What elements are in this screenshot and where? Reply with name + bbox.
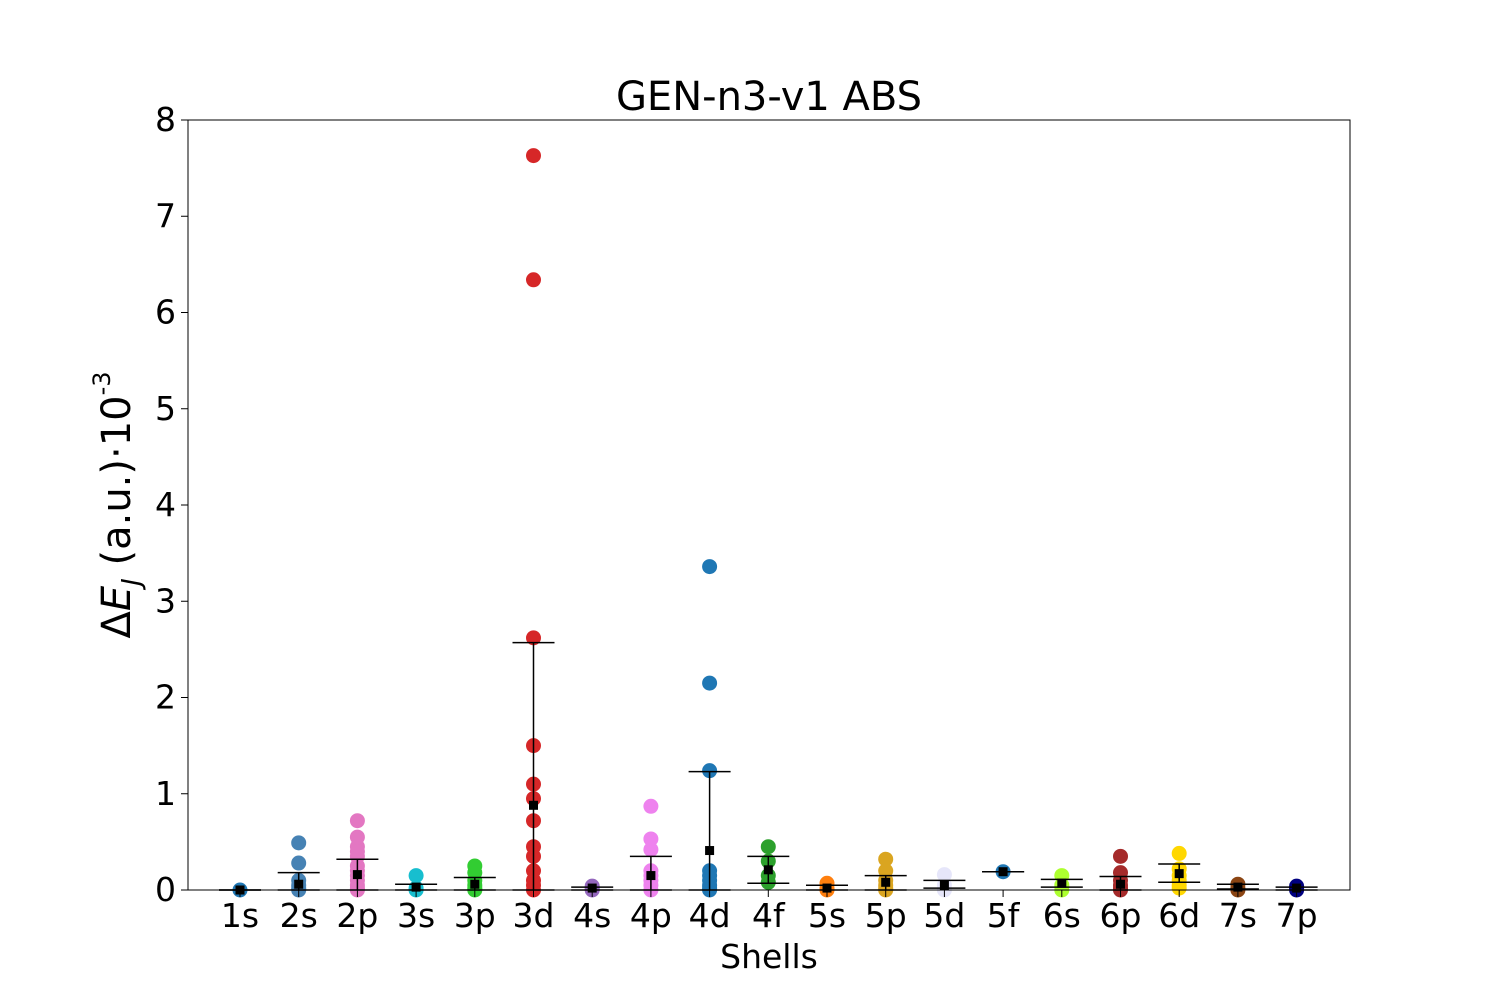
- y-tick-label: 2: [155, 678, 176, 717]
- mean-marker: [1233, 882, 1243, 892]
- data-point: [467, 858, 483, 874]
- mean-marker: [1057, 878, 1067, 888]
- y-tick-label: 8: [155, 100, 176, 139]
- y-axis-label: ΔEJ (a.u.)·10-3: [88, 371, 147, 638]
- data-point: [936, 867, 952, 883]
- y-label-exponent: -3: [88, 371, 116, 395]
- x-axis: 1s 2s 2p 3s 3p 3d 4s 4p 4d 4f 5s 5p 5d 5f 6s 6p 6d 7s 7p: [221, 890, 1318, 935]
- y-axis: 0 1 2 3 4 5 6 7 8: [155, 100, 188, 909]
- mean-marker: [294, 879, 304, 889]
- mean-marker: [998, 867, 1008, 877]
- series-4p: [629, 798, 672, 898]
- y-label-units: (a.u.)·10: [94, 395, 140, 578]
- mean-marker: [352, 870, 362, 880]
- y-tick-label: 7: [155, 196, 176, 235]
- data-point: [349, 813, 365, 829]
- mean-marker: [646, 871, 656, 881]
- data-point: [526, 148, 541, 164]
- data-point: [878, 863, 894, 879]
- mean-marker: [939, 880, 949, 890]
- mean-marker: [587, 883, 597, 893]
- mean-marker: [705, 846, 715, 856]
- x-tick-label: 5d: [923, 896, 965, 935]
- x-tick-label: 3s: [397, 896, 435, 935]
- mean-marker: [1116, 879, 1125, 889]
- data-point: [291, 855, 307, 871]
- y-tick-label: 0: [155, 870, 176, 909]
- x-tick-label: 4f: [752, 896, 786, 935]
- y-label-symbol: E: [94, 585, 140, 611]
- mean-marker: [822, 883, 832, 893]
- y-tick-label: 4: [155, 485, 176, 524]
- series-2s: [277, 835, 320, 898]
- mean-marker: [529, 800, 538, 810]
- x-tick-label: 7s: [1219, 896, 1257, 935]
- x-tick-label: 1s: [221, 896, 259, 935]
- data-point: [702, 763, 718, 779]
- data-point: [702, 559, 718, 575]
- data-point: [1171, 845, 1187, 861]
- x-tick-label: 2s: [280, 896, 318, 935]
- plot-frame: [187, 119, 1351, 891]
- y-tick-label: 3: [155, 581, 176, 620]
- x-tick-label: 5f: [987, 896, 1021, 935]
- x-tick-label: 3p: [454, 896, 496, 935]
- series-4d: [688, 559, 731, 898]
- data-point: [702, 675, 718, 691]
- data-point: [526, 272, 541, 288]
- x-tick-label: 3d: [513, 896, 555, 935]
- y-tick-label: 1: [155, 774, 176, 813]
- data-point: [643, 842, 659, 858]
- data-point: [349, 829, 365, 845]
- x-tick-label: 6p: [1100, 896, 1142, 935]
- data-point: [526, 630, 541, 646]
- mean-marker: [881, 877, 891, 887]
- data-point: [878, 851, 894, 867]
- series-3p: [453, 858, 496, 898]
- data-point: [760, 839, 776, 855]
- series-2p: [336, 813, 379, 898]
- x-tick-label: 4p: [630, 896, 672, 935]
- y-label-delta: Δ: [94, 611, 140, 639]
- data-point: [1113, 848, 1128, 864]
- chart-title: GEN-n3-v1 ABS: [616, 74, 922, 120]
- mean-marker: [411, 882, 421, 892]
- data-point: [291, 835, 307, 851]
- series-6d: [1158, 845, 1201, 896]
- series-5p: [864, 851, 907, 898]
- series-3d: [512, 148, 555, 898]
- x-tick-label: 5s: [808, 896, 846, 935]
- y-tick-label: 6: [155, 293, 176, 332]
- data-point: [408, 868, 424, 884]
- x-tick-label: 7p: [1276, 896, 1318, 935]
- series-4f: [747, 839, 790, 890]
- mean-marker: [1292, 883, 1302, 893]
- y-tick-label: 5: [155, 389, 176, 428]
- x-tick-label: 4s: [573, 896, 611, 935]
- x-tick-label: 2p: [336, 896, 378, 935]
- mean-marker: [470, 879, 480, 889]
- data-point: [643, 798, 659, 814]
- data-point: [643, 831, 659, 847]
- mean-marker: [1174, 869, 1184, 879]
- x-tick-label: 6d: [1158, 896, 1200, 935]
- plot-area: [219, 148, 1318, 898]
- x-tick-label: 5p: [865, 896, 907, 935]
- mean-marker: [763, 865, 773, 875]
- x-tick-label: 4d: [689, 896, 731, 935]
- x-tick-label: 6s: [1043, 896, 1081, 935]
- series-5f: [982, 864, 1025, 880]
- x-axis-label: Shells: [720, 937, 818, 976]
- series-7s: [1216, 876, 1259, 898]
